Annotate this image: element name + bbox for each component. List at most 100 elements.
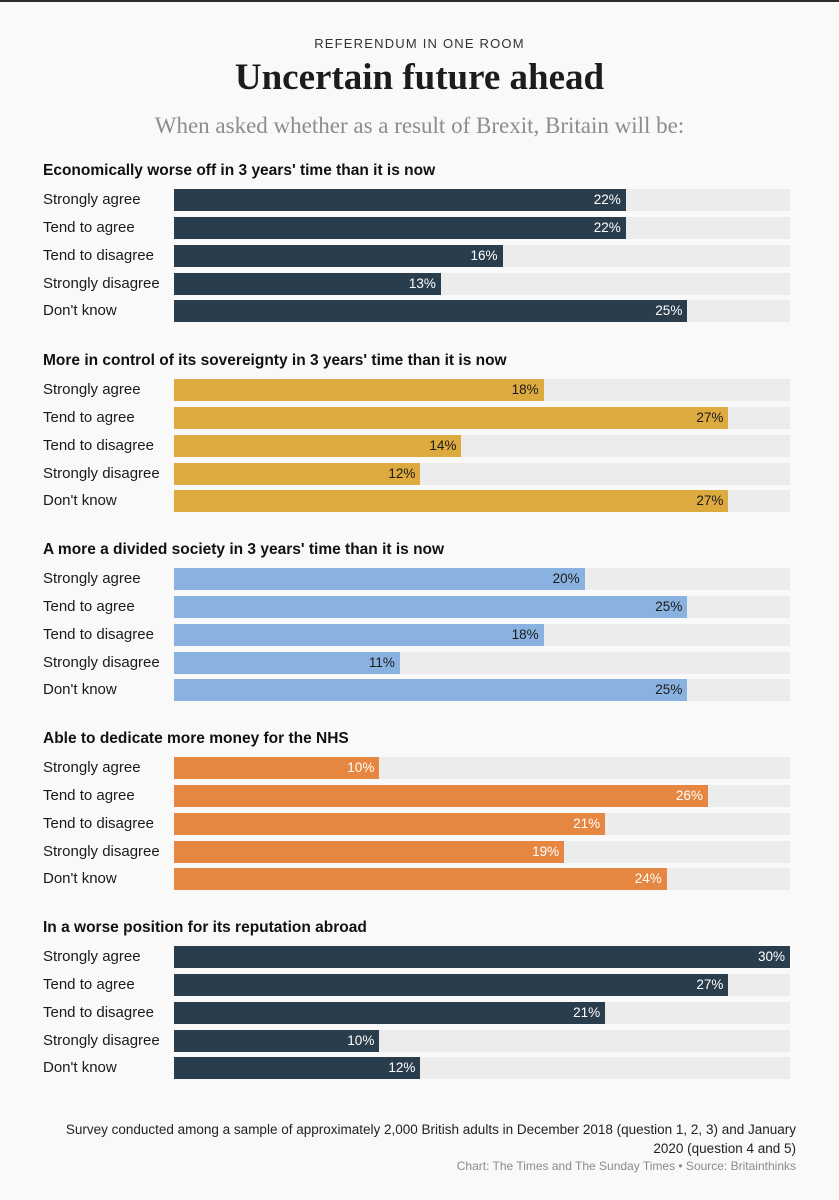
bar: 25% — [174, 679, 688, 701]
bar-value-label: 14% — [429, 438, 457, 453]
category-label: Strongly disagree — [43, 1032, 160, 1049]
chart-title: Uncertain future ahead — [234, 57, 605, 98]
bar-row: Strongly disagree 12% — [0, 463, 839, 485]
bar-row: Tend to disagree 18% — [0, 624, 839, 646]
bar-track: 30% — [174, 946, 790, 968]
bar-track: 26% — [174, 785, 790, 807]
survey-footnote: Survey conducted among a sample of appro… — [65, 1122, 796, 1156]
bar-track: 12% — [174, 463, 790, 485]
bar-value-label: 25% — [655, 682, 683, 697]
bar-value-label: 21% — [573, 1005, 601, 1020]
panel-title: More in control of its sovereignty in 3 … — [43, 352, 507, 369]
bar: 18% — [174, 379, 544, 401]
bar-value-label: 13% — [408, 276, 436, 291]
bar-value-label: 21% — [573, 816, 601, 831]
category-label: Strongly agree — [43, 948, 141, 965]
category-label: Don't know — [43, 302, 117, 319]
bar-row: Strongly disagree 10% — [0, 1030, 839, 1052]
bar: 22% — [174, 189, 626, 211]
bar: 13% — [174, 273, 441, 295]
bar: 26% — [174, 785, 708, 807]
category-label: Don't know — [43, 681, 117, 698]
bar-track: 18% — [174, 624, 790, 646]
bar-row: Strongly agree 20% — [0, 568, 839, 590]
bar-track: 21% — [174, 1002, 790, 1024]
bar: 20% — [174, 568, 585, 590]
category-label: Tend to disagree — [43, 247, 154, 264]
bar-track: 27% — [174, 407, 790, 429]
bar-value-label: 11% — [368, 655, 395, 670]
bar-row: Don't know 27% — [0, 490, 839, 512]
bar-track: 14% — [174, 435, 790, 457]
bar: 27% — [174, 974, 729, 996]
chart-subtitle: When asked whether as a result of Brexit… — [154, 113, 685, 138]
category-label: Tend to disagree — [43, 1004, 154, 1021]
category-label: Strongly disagree — [43, 843, 160, 860]
bar-track: 27% — [174, 490, 790, 512]
panel-title: Economically worse off in 3 years' time … — [43, 162, 436, 179]
bar-track: 25% — [174, 679, 790, 701]
bar: 12% — [174, 463, 421, 485]
bar-row: Tend to agree 27% — [0, 974, 839, 996]
bar-track: 27% — [174, 974, 790, 996]
bar: 10% — [174, 757, 380, 779]
bar: 11% — [174, 652, 400, 674]
bar-row: Strongly disagree 13% — [0, 273, 839, 295]
bar: 12% — [174, 1057, 421, 1079]
bar-value-label: 26% — [675, 788, 703, 803]
bar: 18% — [174, 624, 544, 646]
category-label: Tend to agree — [43, 409, 135, 426]
bar-row: Don't know 12% — [0, 1057, 839, 1079]
category-label: Strongly agree — [43, 759, 141, 776]
bar-value-label: 10% — [347, 760, 375, 775]
bar-value-label: 12% — [388, 1060, 416, 1075]
bar-row: Don't know 25% — [0, 300, 839, 322]
bar-track: 12% — [174, 1057, 790, 1079]
category-label: Tend to agree — [43, 598, 135, 615]
bar-value-label: 30% — [757, 949, 785, 964]
category-label: Strongly disagree — [43, 654, 160, 671]
bar-row: Don't know 25% — [0, 679, 839, 701]
bar-value-label: 27% — [696, 410, 724, 425]
bar-track: 21% — [174, 813, 790, 835]
bar-row: Strongly agree 30% — [0, 946, 839, 968]
category-label: Strongly agree — [43, 191, 141, 208]
bar: 25% — [174, 300, 688, 322]
kicker: REFERENDUM IN ONE ROOM — [314, 36, 525, 51]
top-rule — [0, 0, 839, 2]
bar: 27% — [174, 407, 729, 429]
bar-value-label: 18% — [511, 382, 539, 397]
bar-row: Tend to agree 22% — [0, 217, 839, 239]
bar-value-label: 19% — [532, 844, 560, 859]
bar-track: 25% — [174, 300, 790, 322]
bar-track: 20% — [174, 568, 790, 590]
panel-title: A more a divided society in 3 years' tim… — [43, 541, 445, 558]
category-label: Strongly disagree — [43, 465, 160, 482]
bar-row: Strongly agree 22% — [0, 189, 839, 211]
bar-track: 10% — [174, 1030, 790, 1052]
bar-row: Tend to disagree 21% — [0, 813, 839, 835]
category-label: Tend to agree — [43, 219, 135, 236]
bar-track: 13% — [174, 273, 790, 295]
bar-value-label: 22% — [593, 220, 621, 235]
bar-row: Strongly disagree 19% — [0, 841, 839, 863]
bar-row: Strongly agree 18% — [0, 379, 839, 401]
panel-title: Able to dedicate more money for the NHS — [43, 730, 349, 747]
category-label: Strongly agree — [43, 381, 141, 398]
bar-row: Strongly disagree 11% — [0, 652, 839, 674]
category-label: Don't know — [43, 492, 117, 509]
bar-row: Strongly agree 10% — [0, 757, 839, 779]
category-label: Tend to disagree — [43, 626, 154, 643]
bar: 24% — [174, 868, 667, 890]
category-label: Tend to disagree — [43, 437, 154, 454]
bar: 25% — [174, 596, 688, 618]
bar-track: 18% — [174, 379, 790, 401]
bar-row: Tend to disagree 16% — [0, 245, 839, 267]
bar-track: 10% — [174, 757, 790, 779]
bar: 16% — [174, 245, 503, 267]
category-label: Strongly agree — [43, 570, 141, 587]
bar-row: Don't know 24% — [0, 868, 839, 890]
bar-value-label: 27% — [696, 977, 724, 992]
bar-track: 22% — [174, 189, 790, 211]
bar-track: 19% — [174, 841, 790, 863]
